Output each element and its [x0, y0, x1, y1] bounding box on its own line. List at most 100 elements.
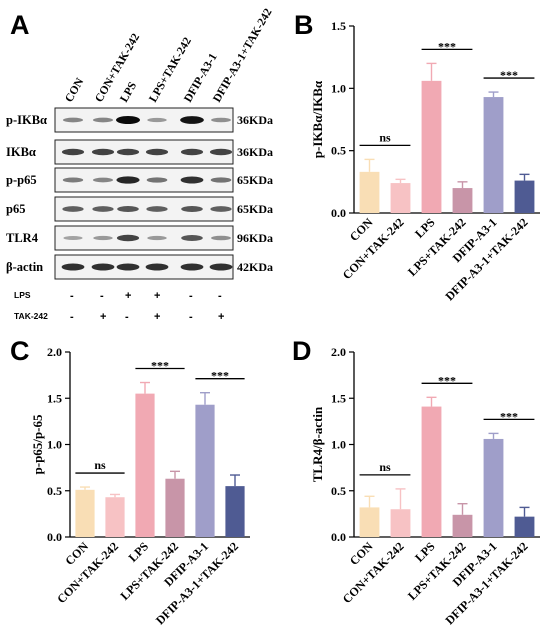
- blot-band: [209, 263, 233, 271]
- y-axis-label: p-p65/p-65: [30, 414, 45, 474]
- blot-row: p65 65KDa: [6, 196, 273, 222]
- treatment-mark: +: [125, 290, 131, 302]
- panel-letter-c: C: [10, 336, 30, 366]
- kda-label: 36KDa: [237, 145, 273, 159]
- y-tick-label: 2.0: [331, 345, 346, 359]
- blot-band: [117, 206, 139, 212]
- blot-band: [92, 206, 114, 212]
- blot-band: [146, 206, 168, 212]
- y-tick-label: 0.0: [331, 206, 346, 220]
- bar: [452, 514, 473, 537]
- treatment-mark: -: [125, 311, 129, 323]
- blot-band: [91, 263, 115, 271]
- y-tick-label: 0.5: [47, 484, 62, 498]
- bar: [195, 404, 215, 537]
- significance-label: ***: [151, 359, 169, 373]
- kda-label: 65KDa: [237, 173, 273, 187]
- protein-label: β-actin: [6, 260, 43, 274]
- treatment-mark: -: [189, 311, 193, 323]
- blot-band: [61, 148, 85, 156]
- kda-label: 65KDa: [237, 202, 273, 216]
- bar: [135, 393, 155, 537]
- blot-band: [211, 235, 231, 241]
- y-tick-label: 0.5: [331, 484, 346, 498]
- bar: [452, 188, 473, 213]
- bar: [225, 486, 245, 537]
- treatment-mark: -: [70, 290, 74, 302]
- bar: [514, 180, 535, 213]
- blot-band: [62, 206, 84, 212]
- blot-band: [116, 148, 140, 156]
- blot-band: [116, 234, 140, 242]
- blot-band: [147, 235, 167, 241]
- kda-label: 36KDa: [237, 113, 273, 127]
- blot-band: [146, 177, 168, 183]
- lane-label: DFIP-A3-1+TAK-242: [211, 6, 275, 104]
- treatment-mark: -: [218, 290, 222, 302]
- blot-band: [92, 177, 114, 183]
- protein-label: p-IKBα: [6, 113, 47, 127]
- blot-band: [61, 263, 85, 271]
- bar: [390, 183, 411, 213]
- bar: [421, 80, 442, 213]
- blot-band: [63, 236, 83, 240]
- significance-label: ***: [438, 373, 456, 387]
- blot-band: [210, 177, 232, 183]
- blot-band: [145, 148, 169, 156]
- kda-label: 96KDa: [237, 231, 273, 245]
- blot-band: [116, 176, 140, 184]
- protein-label: p-p65: [6, 173, 37, 187]
- blot-row: IKBα 36KDa: [6, 139, 273, 165]
- bar: [483, 438, 504, 537]
- x-tick-label: LPS: [412, 539, 438, 565]
- panel-letter-d: D: [292, 336, 312, 366]
- blot-band: [147, 117, 167, 123]
- blot-band: [91, 148, 115, 156]
- bar: [359, 507, 380, 537]
- bar: [359, 171, 380, 213]
- significance-label: ***: [438, 39, 456, 53]
- panel-letter-b: B: [294, 10, 314, 40]
- treatment-mark: -: [189, 290, 193, 302]
- bar: [390, 509, 411, 537]
- lane-label: CON+TAK-242: [93, 31, 142, 104]
- y-axis-label: p-IKBα/IKBα: [310, 80, 325, 158]
- treatment-mark: +: [100, 311, 106, 323]
- significance-label: ***: [211, 369, 229, 383]
- significance-label: ns: [94, 458, 106, 472]
- blot-rows: p-IKBα 36KDa IKBα 36KDa p-p65 65KDa p65 65KDa TL…: [6, 107, 273, 280]
- significance-label: ns: [379, 130, 391, 144]
- treatment-label: LPS: [14, 290, 31, 300]
- blot-strip: [54, 167, 234, 193]
- y-tick-label: 1.5: [331, 391, 346, 405]
- y-tick-label: 1.0: [331, 438, 346, 452]
- bar: [75, 489, 95, 537]
- blot-band: [209, 148, 233, 156]
- kda-label: 42KDa: [237, 260, 273, 274]
- blot-row: TLR4 96KDa: [6, 225, 273, 251]
- blot-band: [116, 263, 140, 271]
- blot-band: [92, 117, 114, 123]
- bar: [514, 516, 535, 537]
- blot-strip: [54, 225, 234, 251]
- bar: [421, 406, 442, 537]
- blot-band: [181, 235, 203, 241]
- blot-band: [62, 177, 84, 183]
- treatment-mark: +: [218, 311, 224, 323]
- y-tick-label: 1.5: [47, 391, 62, 405]
- bar: [105, 497, 125, 537]
- blot-band: [62, 117, 84, 123]
- y-tick-label: 1.5: [331, 19, 346, 33]
- blot-band: [181, 206, 203, 212]
- protein-label: p65: [6, 202, 25, 216]
- blot-strip: [54, 196, 234, 222]
- blot-band: [180, 263, 204, 271]
- treatment-label: TAK-242: [14, 311, 48, 321]
- x-tick-label: LPS: [126, 539, 152, 565]
- y-tick-label: 0.5: [331, 144, 346, 158]
